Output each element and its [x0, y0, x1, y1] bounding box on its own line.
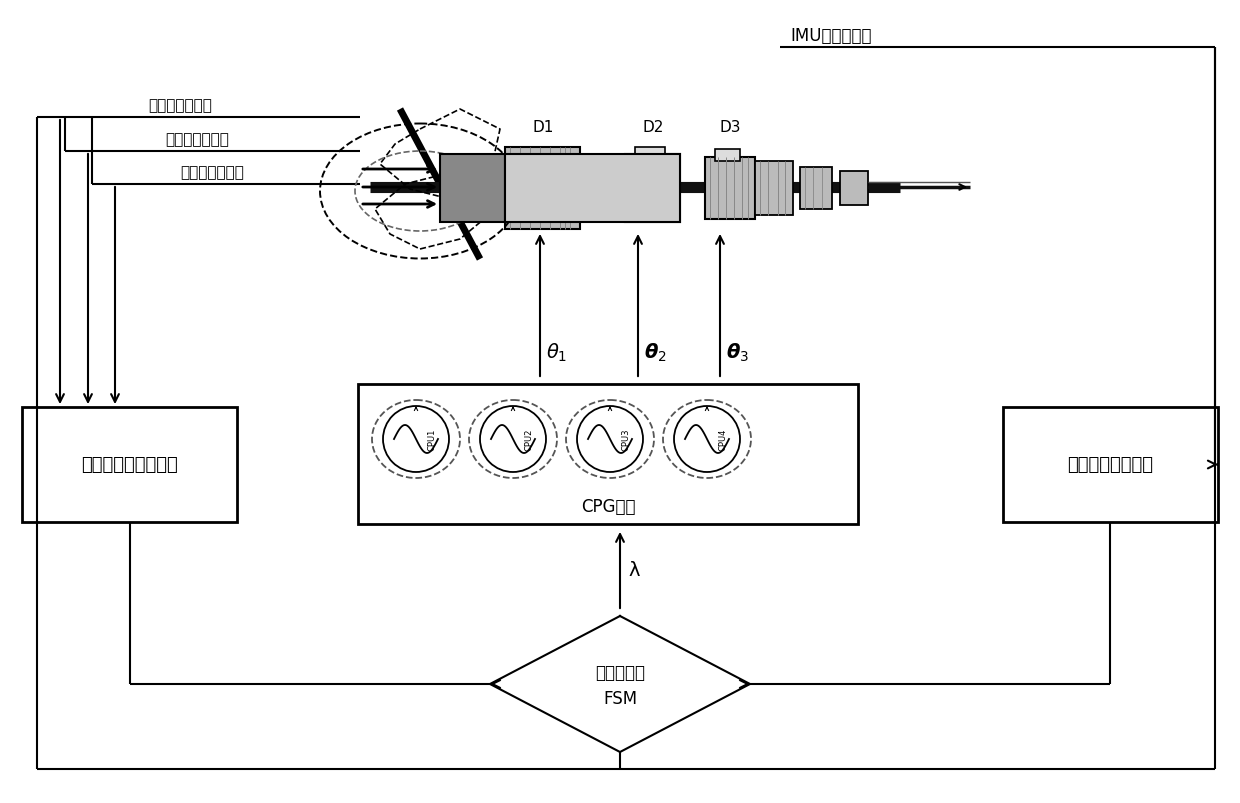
Bar — [358, 385, 858, 524]
Text: CPU3: CPU3 — [621, 428, 630, 450]
Text: D2: D2 — [642, 120, 663, 135]
Text: $\theta_1$: $\theta_1$ — [546, 341, 568, 364]
Text: λ: λ — [627, 560, 640, 580]
Text: D1: D1 — [532, 120, 554, 135]
Bar — [625, 155, 680, 222]
Text: CPU2: CPU2 — [525, 428, 533, 450]
Text: FSM: FSM — [603, 689, 637, 707]
Text: D3: D3 — [719, 120, 740, 135]
Bar — [505, 155, 680, 222]
Bar — [505, 148, 580, 230]
Text: CPU4: CPU4 — [718, 428, 728, 450]
Bar — [839, 172, 868, 206]
Bar — [440, 155, 505, 222]
Text: CPU1: CPU1 — [428, 428, 436, 450]
Text: IMU传感器信息: IMU传感器信息 — [790, 27, 872, 45]
Text: CPG模块: CPG模块 — [580, 497, 635, 516]
Text: $\boldsymbol{\theta}_3$: $\boldsymbol{\theta}_3$ — [725, 341, 749, 364]
Bar — [800, 168, 832, 210]
Bar — [755, 161, 794, 216]
Bar — [22, 407, 237, 522]
Bar — [706, 158, 755, 220]
Text: $\boldsymbol{\theta}_2$: $\boldsymbol{\theta}_2$ — [644, 341, 667, 364]
Bar — [1003, 407, 1218, 522]
Text: 有限状态机: 有限状态机 — [595, 663, 645, 681]
Text: 偏航角模糊控制器: 偏航角模糊控制器 — [1068, 456, 1153, 474]
Text: 前端传感器信息: 前端传感器信息 — [165, 132, 229, 147]
Text: 左侧传感器信息: 左侧传感器信息 — [180, 165, 244, 181]
Bar — [635, 148, 665, 163]
Text: 自主避障模糊控制器: 自主避障模糊控制器 — [81, 456, 177, 474]
Bar — [715, 150, 740, 161]
Text: 右侧传感器信息: 右侧传感器信息 — [148, 99, 212, 113]
